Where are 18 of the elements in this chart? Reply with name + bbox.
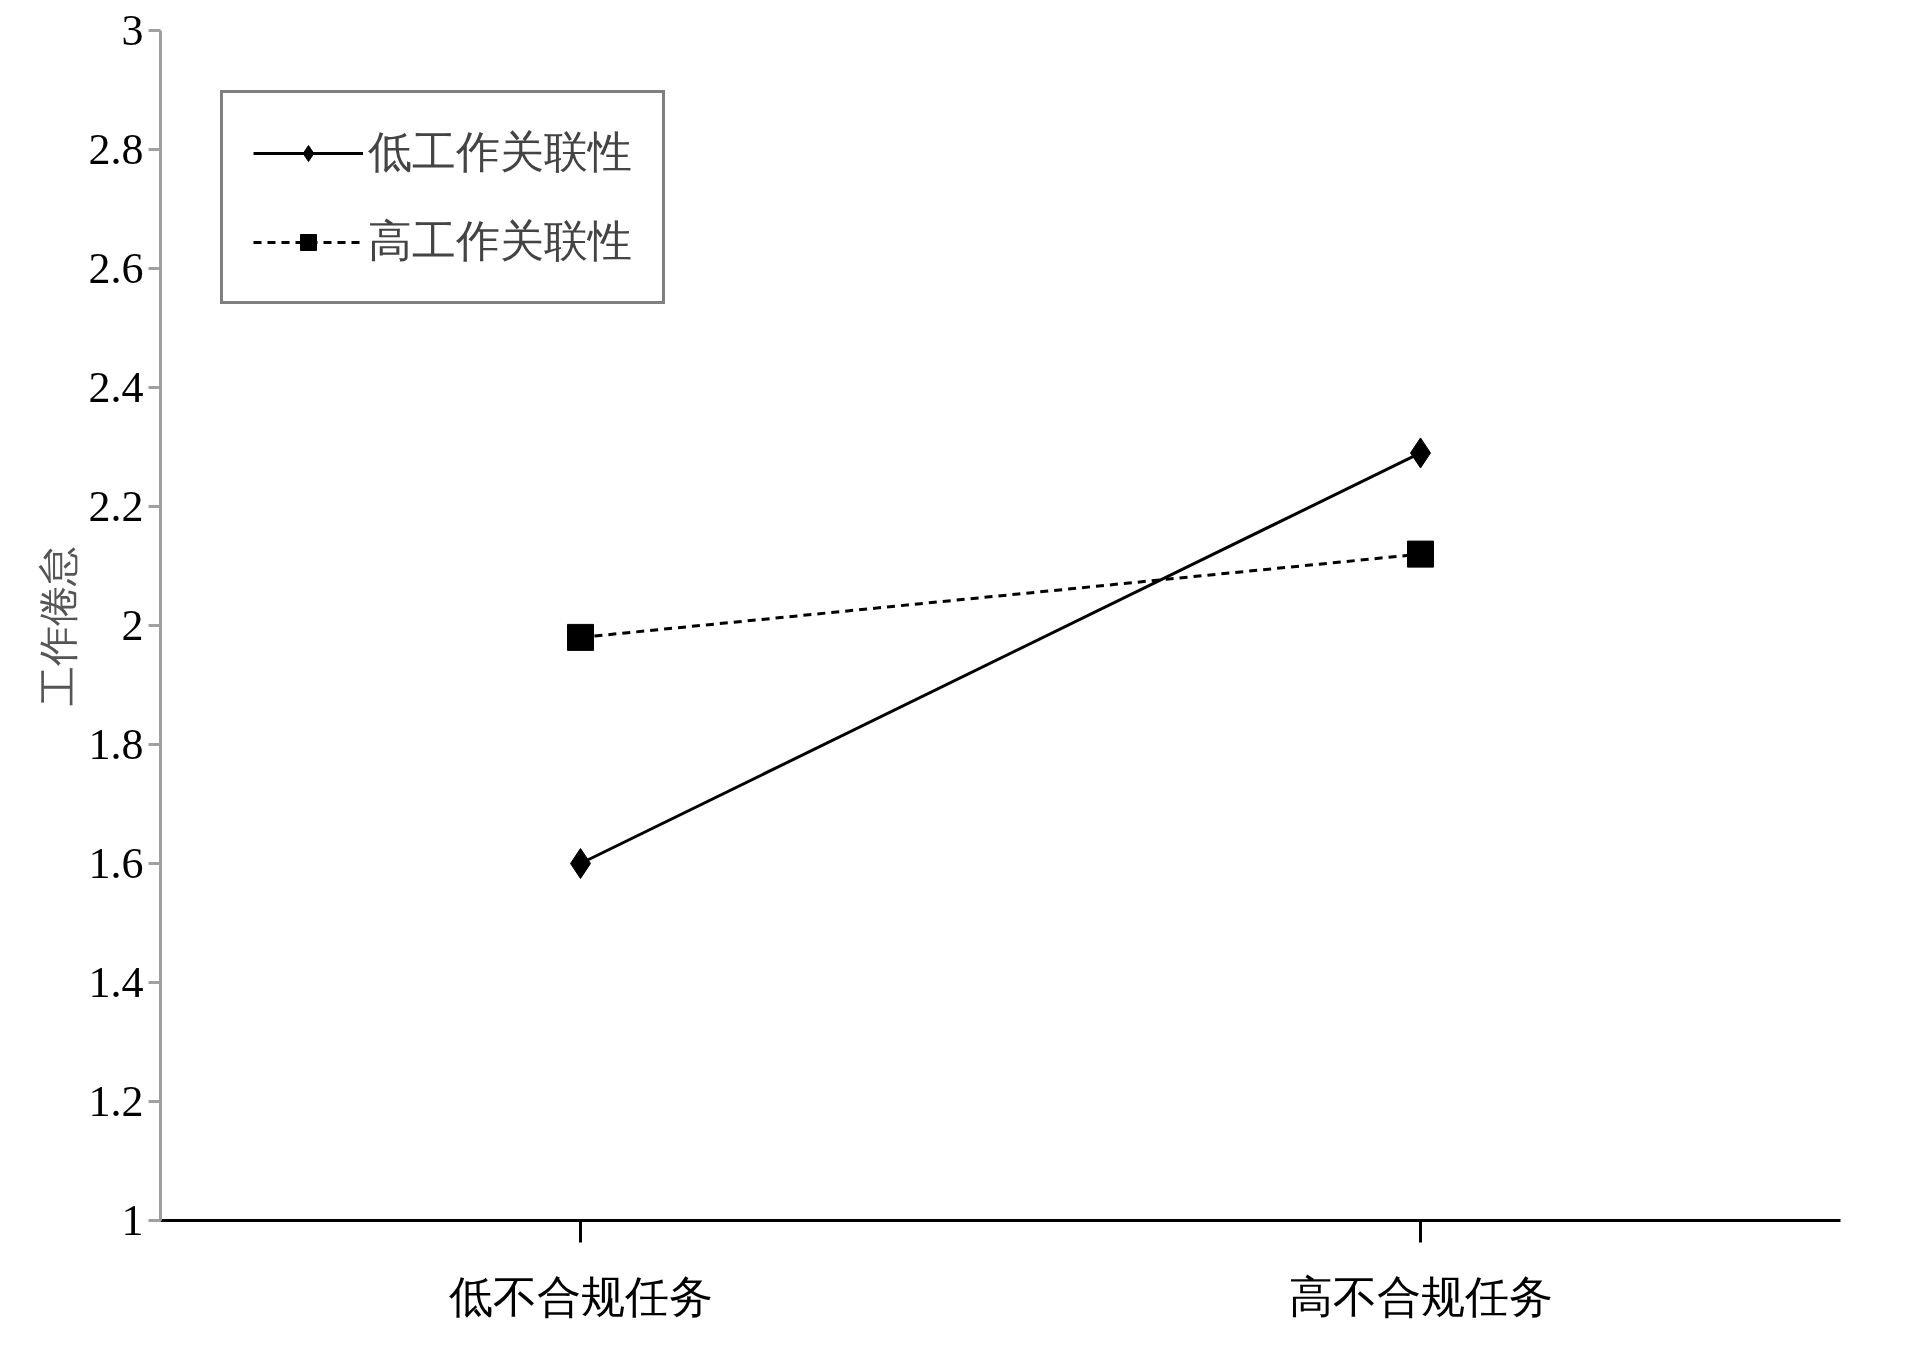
y-tick-label: 1.2 [88,1077,144,1126]
point [567,623,594,651]
legend-label: 高工作关联性 [368,216,632,268]
y-tick-label: 1.4 [88,958,144,1007]
y-tick-label: 2.2 [88,482,144,531]
x-tick-label: 高不合规任务 [1288,1272,1553,1322]
y-tick-label: 1.6 [88,839,144,888]
y-tick-label: 2.6 [88,244,144,293]
y-axis-title: 工作倦怠 [35,545,81,706]
y-tick-label: 2.4 [88,363,144,412]
legend-label: 低工作关联性 [368,127,632,179]
y-tick-label: 3 [121,6,144,55]
y-tick-label: 1 [121,1196,144,1245]
y-tick-label: 2 [121,601,144,650]
y-tick-label: 2.8 [88,125,144,174]
x-tick-label: 低不合规任务 [448,1272,713,1322]
y-tick-label: 1.8 [88,720,144,769]
point [1407,540,1434,568]
